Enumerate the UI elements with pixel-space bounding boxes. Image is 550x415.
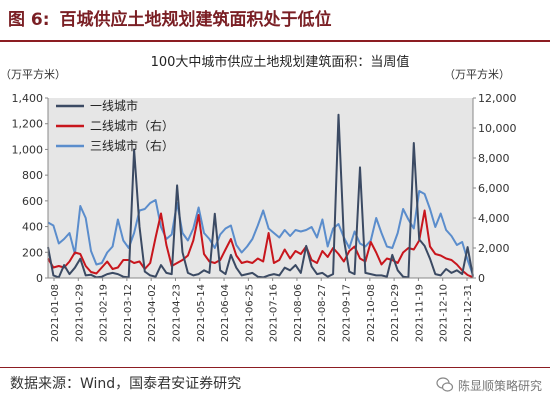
- plot-area: [48, 98, 473, 278]
- series-line-1: [47, 113, 474, 279]
- watermark-text: 陈显顺策略研究: [457, 378, 542, 393]
- legend-label-3: 三线城市（右）: [90, 138, 174, 153]
- right-tick-label: 8,000: [478, 152, 510, 165]
- chart-title: 100大中城市供应土地规划建筑面积：当周值: [151, 54, 410, 70]
- legend-label-2: 二线城市（右）: [90, 118, 174, 133]
- left-tick-label: 200: [22, 246, 43, 259]
- x-tick-label: 2021-12-31: [463, 284, 474, 342]
- source-note: 数据来源：Wind，国泰君安证券研究: [10, 376, 242, 392]
- series-line-3: [47, 190, 474, 276]
- series-line-2: [47, 209, 474, 279]
- left-tick-label: 400: [22, 221, 43, 234]
- x-tick-label: 2021-06-04: [220, 284, 231, 342]
- x-tick-label: 2021-02-19: [99, 284, 110, 342]
- wechat-icon: [436, 377, 454, 392]
- left-tick-label: 1,400: [12, 92, 44, 105]
- line-chart: 100大中城市供应土地规划建筑面积：当周值 （万平方米） （万平方米） 0 200…: [0, 54, 517, 342]
- figure-number: 图 6:: [8, 9, 50, 30]
- right-tick-label: 10,000: [478, 122, 517, 135]
- x-tick-label: 2021-10-08: [366, 284, 377, 342]
- figure-title: 图 6: 百城供应土地规划建筑面积处于低位: [0, 0, 550, 34]
- left-tick-label: 1,200: [12, 118, 44, 131]
- axes-layer: 0 200 400 600 800 1,000 1,200 1,400 0 2,000 4,000 6…: [12, 92, 517, 342]
- left-axis-unit: （万平方米）: [0, 67, 66, 81]
- watermark: 陈显顺策略研究: [436, 376, 542, 394]
- x-tick-label: 2021-03-12: [123, 284, 134, 342]
- figure-title-text: 百城供应土地规划建筑面积处于低位: [59, 9, 332, 30]
- right-tick-label: 4,000: [478, 212, 510, 225]
- x-tick-label: 2021-04-02: [147, 284, 158, 342]
- x-tick-label: 2021-11-19: [414, 284, 425, 342]
- right-tick-label: 6,000: [478, 182, 510, 195]
- right-tick-label: 12,000: [478, 92, 517, 105]
- x-tick-label: 2021-08-06: [293, 284, 304, 342]
- left-tick-label: 800: [22, 169, 43, 182]
- source-rule: [0, 367, 550, 368]
- x-tick-label: 2021-08-27: [317, 284, 328, 342]
- left-tick-label: 600: [22, 195, 43, 208]
- left-tick-label: 1,000: [12, 143, 44, 156]
- series-layer: [47, 113, 474, 279]
- left-tick-label: 0: [36, 272, 43, 285]
- x-tick-label: 2021-10-29: [390, 284, 401, 342]
- x-tick-label: 2021-09-17: [342, 284, 353, 342]
- x-tick-label: 2021-01-29: [74, 284, 85, 342]
- right-tick-label: 0: [478, 272, 485, 285]
- legend-label-1: 一线城市: [90, 98, 138, 113]
- x-tick-label: 2021-12-10: [439, 284, 450, 342]
- right-axis-unit: （万平方米）: [444, 67, 510, 81]
- x-tick-label: 2021-05-14: [196, 284, 207, 342]
- x-tick-label: 2021-04-23: [171, 284, 182, 342]
- title-rule: [0, 40, 550, 42]
- chart-container: 100大中城市供应土地规划建筑面积：当周值 （万平方米） （万平方米） 0 200…: [0, 44, 550, 360]
- x-tick-label: 2021-07-16: [269, 284, 280, 342]
- x-tick-label: 2021-01-08: [50, 284, 61, 342]
- x-tick-label: 2021-06-25: [244, 284, 255, 342]
- right-tick-label: 2,000: [478, 242, 510, 255]
